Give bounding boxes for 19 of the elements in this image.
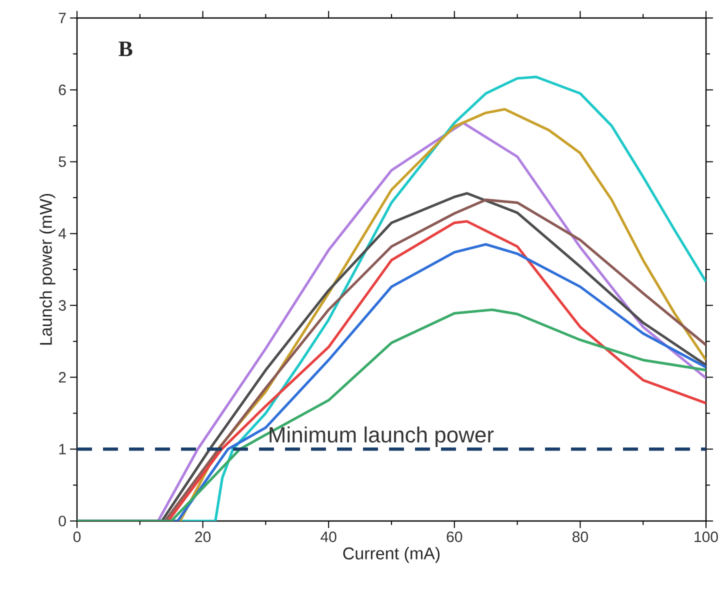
line-series: [77, 308, 706, 521]
annotation: B: [118, 42, 132, 56]
y-axis-title: Launch power (mW): [39, 194, 56, 345]
x-tick-label: 20: [195, 532, 211, 542]
y-tick-label: 0: [58, 516, 66, 526]
x-tick-label: 100: [694, 532, 718, 542]
y-tick-label: 7: [58, 12, 66, 24]
y-tick-label: 3: [58, 300, 66, 311]
y-tick-label: 1: [59, 444, 66, 454]
x-axis-title: Current (mA): [343, 546, 440, 563]
y-tick-label: 5: [58, 156, 66, 167]
y-tick-label: 4: [58, 228, 66, 239]
ref-line-label: Minimum launch power: [270, 426, 494, 447]
y-tick-label: 2: [58, 372, 66, 383]
x-tick-label: 80: [572, 532, 588, 542]
x-tick-label: 0: [73, 532, 81, 542]
x-tick-label: 40: [320, 532, 336, 542]
y-tick-label: 6: [58, 84, 66, 96]
x-tick-label: 60: [446, 532, 462, 542]
